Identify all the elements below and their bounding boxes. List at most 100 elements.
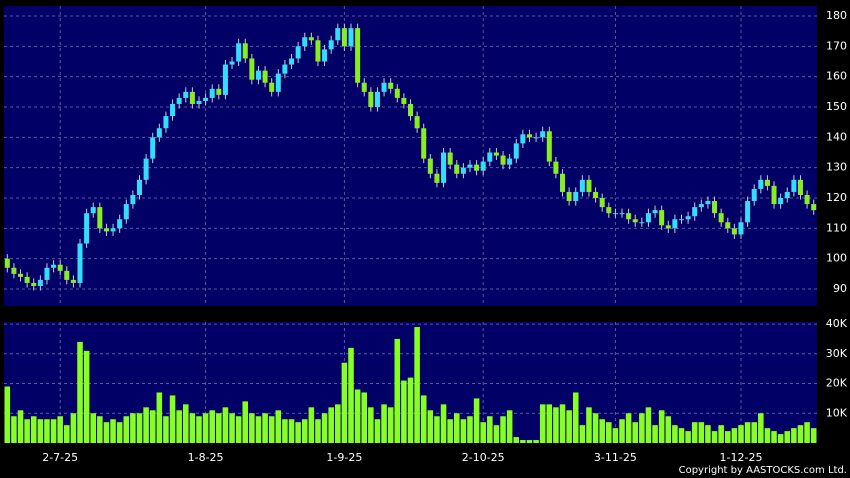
candle-body [791, 179, 797, 192]
y-tick-label: 110 [826, 221, 847, 234]
volume-bar [77, 341, 83, 443]
volume-bar [17, 410, 24, 443]
candle-body [189, 91, 195, 104]
candle-body [51, 264, 57, 268]
volume-bar [169, 395, 176, 443]
candle-body [368, 91, 374, 108]
volume-bar [103, 422, 110, 443]
volume-bar [672, 425, 678, 443]
candle-body [513, 143, 519, 159]
volume-bar [711, 431, 718, 443]
y-tick-label: 150 [826, 100, 847, 113]
candle-body [123, 204, 129, 220]
candle-body [599, 198, 605, 208]
candle-body [797, 179, 803, 195]
candle-body [480, 161, 486, 171]
volume-bar [348, 347, 354, 443]
volume-bar [678, 428, 685, 443]
candle-body [619, 213, 625, 215]
candle-body [771, 185, 777, 205]
candle-body [44, 267, 50, 280]
volume-bar [698, 422, 705, 443]
candle-body [672, 219, 678, 229]
candle-body [170, 103, 176, 117]
volume-bar [209, 410, 215, 443]
volume-bar [30, 416, 37, 443]
candle-body [394, 88, 400, 98]
candle-body [242, 43, 248, 59]
candle-body [427, 158, 433, 174]
volume-bar [480, 422, 486, 443]
volume-bar [500, 416, 506, 443]
candle-body [718, 213, 724, 223]
volume-bar [625, 413, 632, 443]
candle-body [738, 222, 744, 235]
candle-body [322, 49, 328, 62]
volume-bar [810, 428, 817, 443]
candle-body [745, 201, 751, 223]
volume-bar [57, 416, 63, 443]
candle-body [183, 91, 189, 98]
x-tick-label: 1-8-25 [188, 451, 224, 464]
volume-bar [70, 413, 77, 443]
volume-bar [143, 407, 149, 443]
candle-body [282, 64, 288, 74]
y-tick-label: 140 [826, 130, 847, 143]
candle-body [778, 198, 784, 205]
volume-bar [196, 416, 202, 443]
candle-body [249, 58, 255, 80]
volume-bar [513, 437, 520, 443]
volume-bar [222, 407, 229, 443]
candle-body [262, 70, 268, 83]
candle-body [540, 131, 546, 138]
volume-bar [275, 410, 282, 443]
x-tick-label: 2-10-25 [462, 451, 505, 464]
volume-bar [374, 419, 381, 443]
volume-bar [586, 407, 592, 443]
volume-bar [11, 416, 17, 443]
volume-bar [202, 413, 209, 443]
candle-body [97, 207, 103, 229]
candle-body [103, 228, 109, 232]
volume-bar [506, 410, 513, 443]
volume-bar [606, 422, 612, 443]
candle-body [203, 97, 209, 101]
candle-body [811, 204, 817, 211]
candle-body [441, 152, 447, 183]
volume-bar [639, 413, 645, 443]
candle-body [64, 270, 70, 280]
candle-body [612, 213, 618, 215]
volume-bar [744, 422, 751, 443]
volume-bar [116, 422, 123, 443]
volume-bar [632, 422, 639, 443]
candle-body [645, 213, 651, 223]
y-tick-label: 170 [826, 39, 847, 52]
volume-bar [242, 401, 249, 443]
candle-body [130, 194, 136, 205]
candle-body [698, 204, 704, 208]
candle-body [487, 152, 493, 162]
candle-body [526, 134, 532, 138]
candle-body [269, 82, 275, 92]
volume-bar [44, 419, 50, 443]
candle-body [460, 167, 466, 174]
candle-body [454, 164, 460, 174]
volume-bar [4, 386, 11, 443]
volume-bar [784, 431, 791, 443]
candle-body [255, 70, 261, 80]
candle-body [751, 188, 757, 202]
volume-bar [572, 392, 579, 443]
volume-bar [394, 338, 401, 443]
volume-bar [262, 413, 268, 443]
volume-bar [354, 389, 361, 443]
candle-body [566, 191, 572, 202]
candle-body [156, 128, 162, 138]
candle-body [553, 161, 559, 174]
volume-bar [176, 410, 182, 443]
volume-bar [453, 413, 460, 443]
volume-bar [90, 413, 97, 443]
volume-bar [566, 410, 572, 443]
x-tick-label: 3-11-25 [594, 451, 637, 464]
candle-body [176, 97, 182, 104]
